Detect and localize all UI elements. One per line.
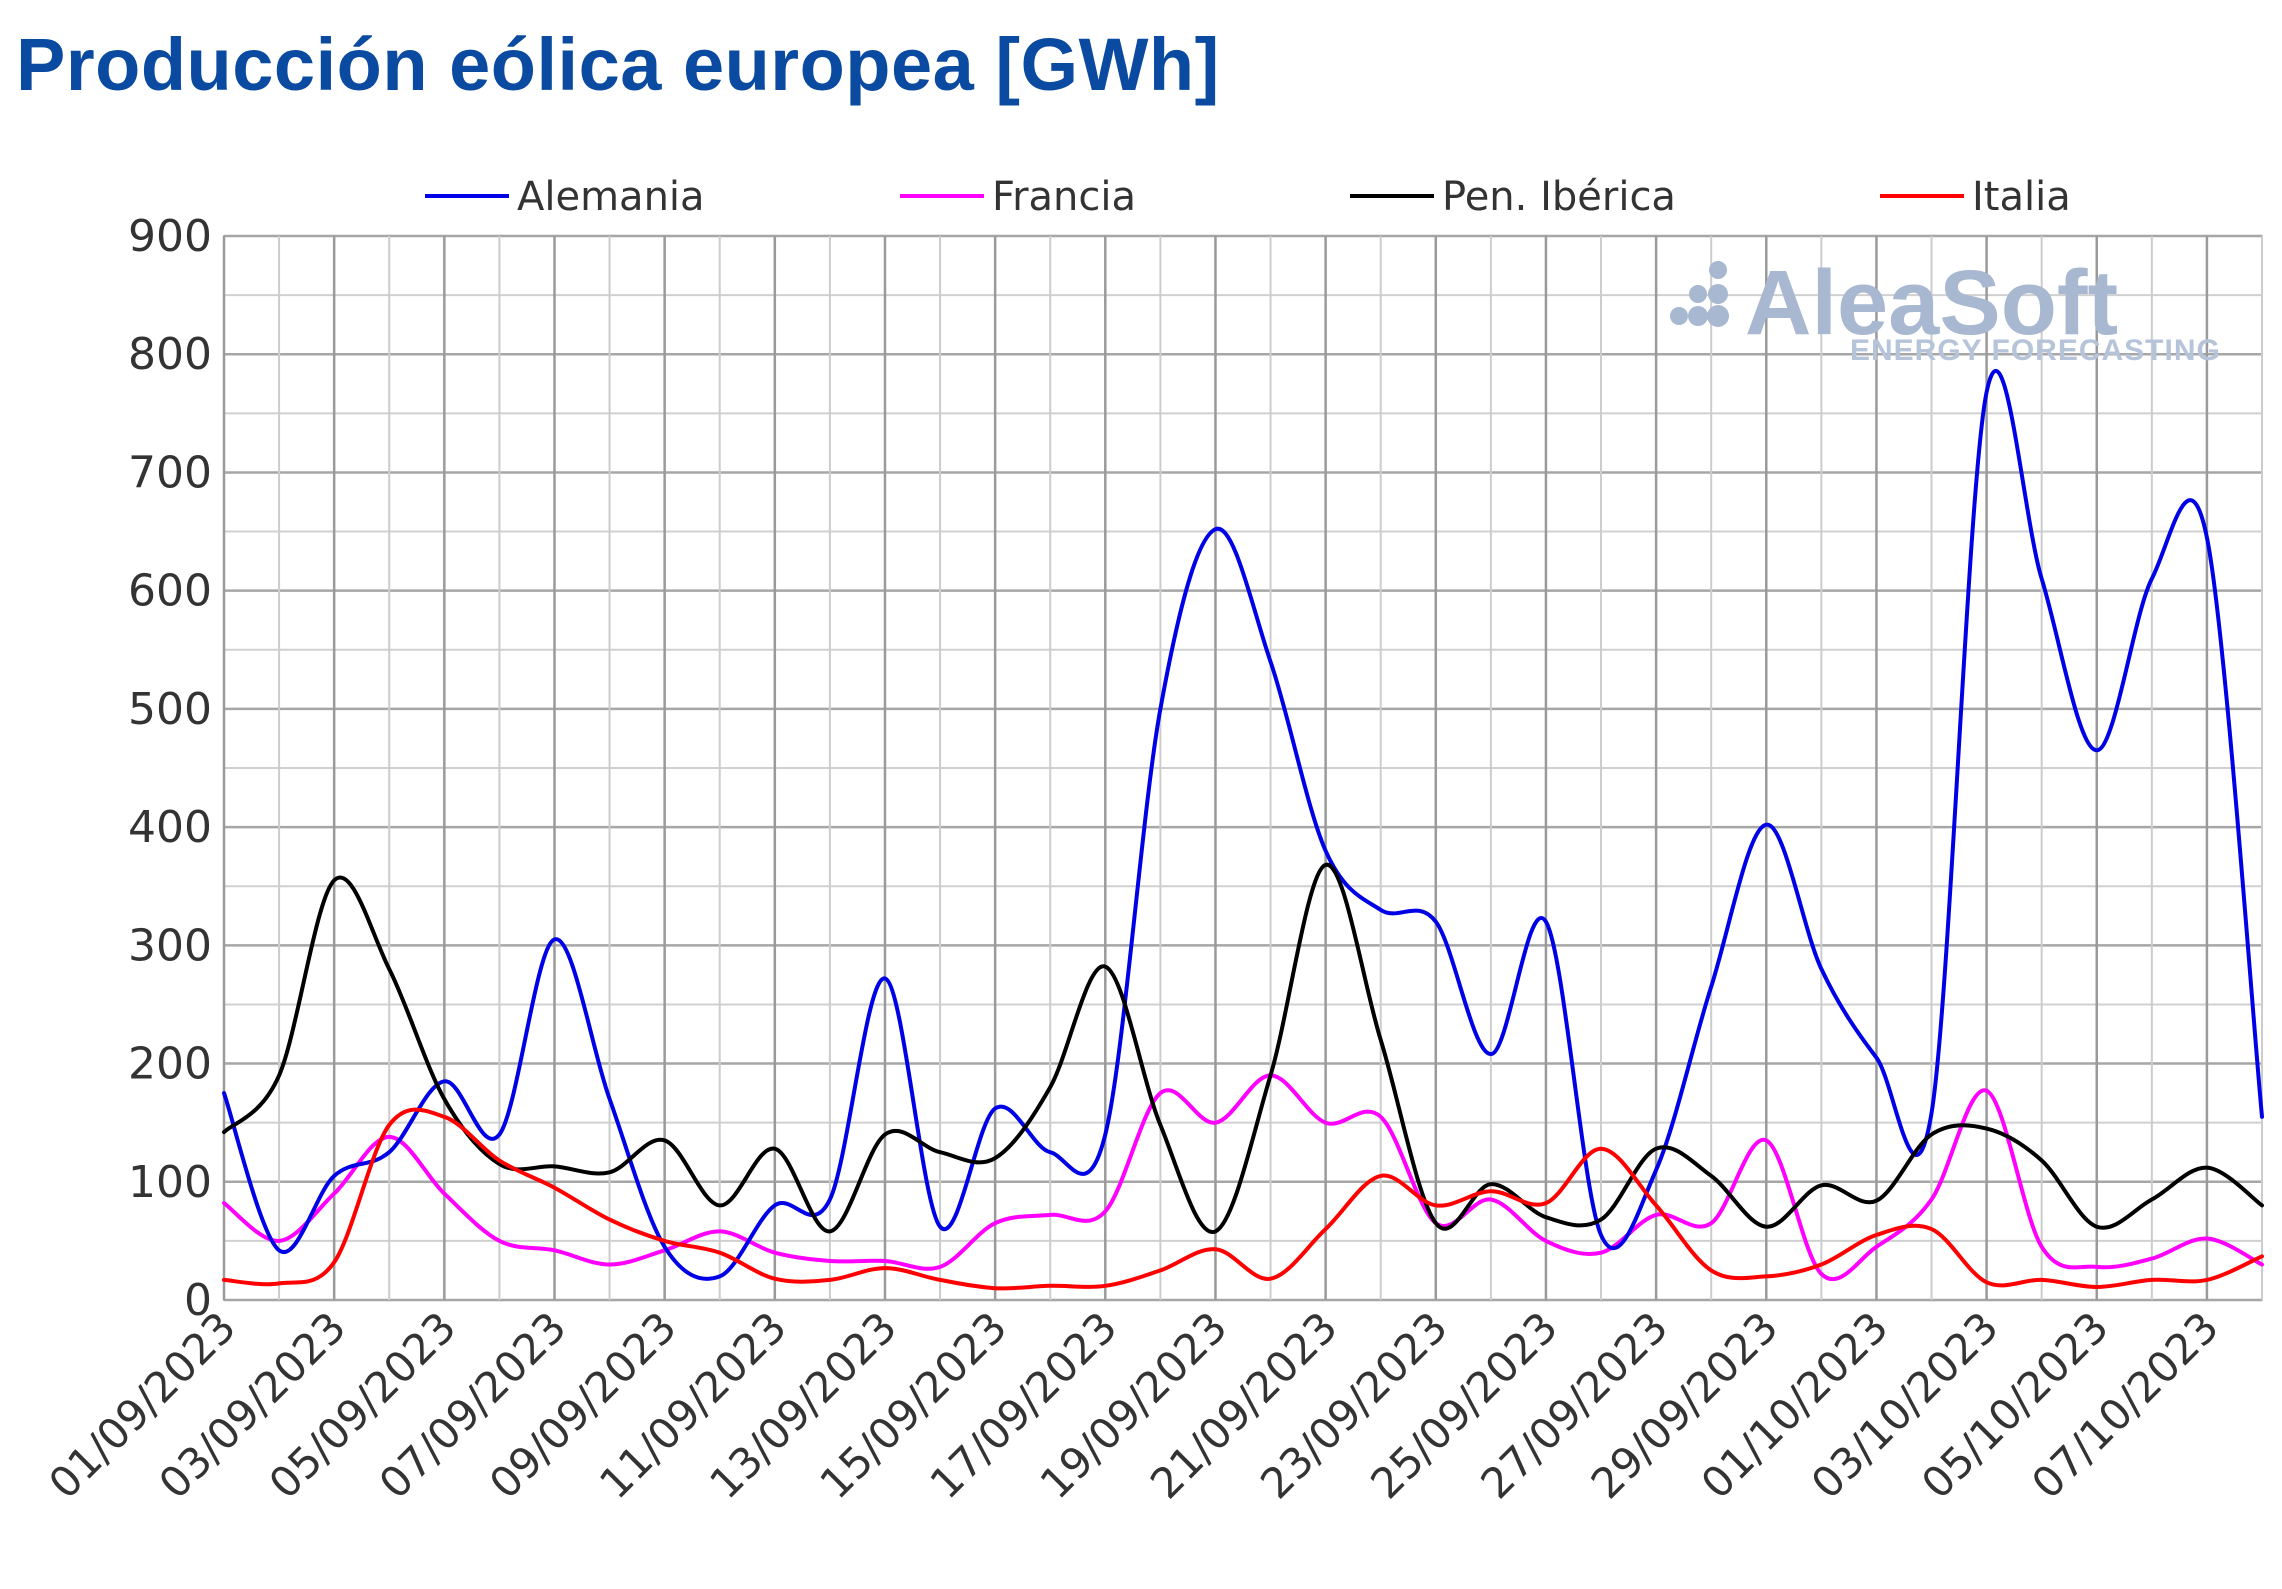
y-tick-label: 200 [128, 1039, 212, 1090]
legend-label-italia: Italia [1972, 174, 2071, 220]
series-line-italia [222, 1107, 2264, 1291]
legend: Alemania Francia Pen. Ibérica Italia [425, 174, 2071, 220]
grid [222, 234, 2263, 1302]
watermark-brand: AleaSoft [1745, 252, 2118, 354]
series-line-francia [222, 1073, 2264, 1282]
legend-label-alemania: Alemania [517, 174, 705, 220]
y-tick-label: 900 [128, 211, 212, 262]
series-lines [222, 369, 2264, 1291]
aleasoft-watermark: AleaSoft ENERGY FORECASTING [1670, 252, 2221, 367]
series-line-alemania [222, 369, 2264, 1281]
legend-label-francia: Francia [992, 174, 1136, 220]
y-tick-label: 500 [128, 684, 212, 735]
y-tick-label: 700 [128, 447, 212, 498]
chart-title: Producción eólica europea [GWh] [16, 23, 1220, 106]
y-tick-label: 300 [128, 920, 212, 971]
y-tick-label: 100 [128, 1157, 212, 1208]
y-tick-label: 400 [128, 802, 212, 853]
y-tick-label: 800 [128, 329, 212, 380]
y-tick-label: 600 [128, 566, 212, 617]
series-line-pen-ib-rica [222, 862, 2264, 1234]
y-tick-label: 0 [184, 1275, 212, 1326]
y-axis: 0 100 200 300 400 500 600 700 800 900 [128, 211, 212, 1326]
legend-label-pen-ib-rica: Pen. Ibérica [1442, 174, 1676, 220]
aleasoft-logo-icon [1670, 261, 1729, 327]
x-axis: 01/09/202303/09/202305/09/202307/09/2023… [39, 1302, 2228, 1508]
watermark-tagline: ENERGY FORECASTING [1850, 334, 2221, 367]
